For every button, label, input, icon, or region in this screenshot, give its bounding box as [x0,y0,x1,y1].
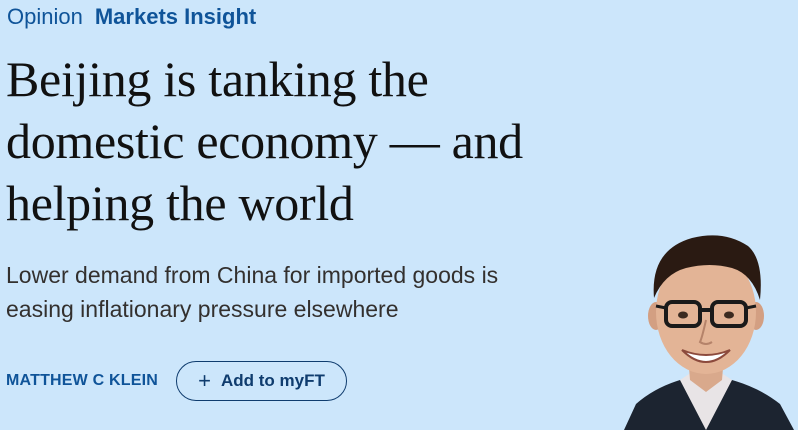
article-headline: Beijing is tanking the domestic economy … [6,48,606,234]
opinion-link[interactable]: Opinion [7,4,83,29]
add-to-myft-button[interactable]: + Add to myFT [176,361,347,401]
headline-line: domestic economy — and [6,113,523,169]
markets-insight-link[interactable]: Markets Insight [94,4,257,29]
article-kicker: Opinion Markets Insight [7,3,256,31]
standfirst-line: Lower demand from China for imported goo… [6,262,499,288]
standfirst-line: easing inflationary pressure elsewhere [6,296,399,322]
add-to-myft-label: Add to myFT [220,371,325,390]
headline-line: Beijing is tanking the [6,51,429,107]
plus-icon: + [198,368,211,393]
author-byline-link[interactable]: MATTHEW C KLEIN [6,372,159,389]
author-photo [624,235,794,430]
article-standfirst: Lower demand from China for imported goo… [6,258,596,326]
headline-line: helping the world [6,175,354,231]
